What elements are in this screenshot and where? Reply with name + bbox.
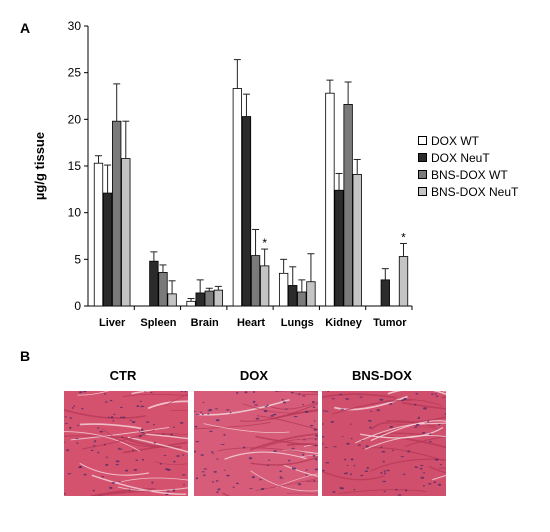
x-tick-label: Liver bbox=[99, 317, 126, 329]
significance-asterisk: * bbox=[262, 236, 267, 250]
legend-swatch bbox=[418, 187, 427, 196]
tissue-texture bbox=[322, 391, 446, 496]
tissue-texture bbox=[64, 391, 188, 496]
legend-label: BNS-DOX WT bbox=[431, 167, 508, 182]
legend-item: DOX NeuT bbox=[418, 149, 518, 166]
significance-asterisk: * bbox=[401, 230, 406, 244]
bar bbox=[102, 192, 113, 307]
bar bbox=[352, 173, 362, 307]
panel-a-label: A bbox=[20, 20, 31, 36]
bar bbox=[250, 255, 261, 307]
bar bbox=[297, 291, 307, 307]
bar bbox=[149, 260, 159, 307]
bar bbox=[93, 162, 104, 307]
bar bbox=[398, 256, 409, 307]
legend-label: DOX WT bbox=[431, 133, 479, 148]
x-tick-label: Tumor bbox=[373, 317, 407, 329]
legend-swatch bbox=[418, 136, 427, 145]
x-tick-label: Spleen bbox=[140, 317, 176, 329]
legend-swatch bbox=[418, 153, 427, 162]
bar-chart: 0 5 10 15 20 25 30 µg/g tissue Liver Spleen Brain H… bbox=[32, 19, 413, 329]
tissue-texture bbox=[194, 391, 318, 496]
y-tick-label: 0 bbox=[74, 299, 81, 313]
bar bbox=[241, 116, 252, 307]
bar bbox=[343, 104, 353, 307]
legend-item: BNS-DOX NeuT bbox=[418, 183, 518, 200]
bar bbox=[325, 92, 335, 307]
bar bbox=[334, 189, 344, 307]
y-tick-label: 5 bbox=[74, 252, 81, 266]
x-tick-label: Brain bbox=[191, 317, 219, 329]
micrograph-dox bbox=[194, 391, 318, 496]
bar bbox=[112, 120, 122, 307]
legend-label: BNS-DOX NeuT bbox=[431, 184, 519, 199]
y-tick-label: 15 bbox=[68, 159, 82, 173]
legend-swatch bbox=[418, 170, 427, 179]
y-tick-label: 25 bbox=[68, 66, 82, 80]
micrograph-bns-dox bbox=[322, 391, 446, 496]
x-tick-label: Heart bbox=[237, 317, 265, 329]
x-tick-label: Lungs bbox=[281, 317, 314, 329]
bar bbox=[121, 158, 131, 307]
bar bbox=[259, 265, 270, 307]
bar bbox=[204, 290, 214, 307]
bar bbox=[278, 272, 289, 307]
bar bbox=[232, 88, 243, 307]
legend-label: DOX NeuT bbox=[431, 150, 490, 165]
bar bbox=[288, 285, 298, 307]
y-tick-label: 20 bbox=[68, 112, 82, 126]
bar bbox=[306, 281, 316, 307]
bar bbox=[167, 293, 177, 307]
y-tick-label: 30 bbox=[68, 19, 82, 33]
micrograph-title-ctr: CTR bbox=[109, 368, 137, 383]
micrograph-title-dox: DOX bbox=[239, 368, 269, 383]
y-tick-label: 10 bbox=[68, 206, 82, 220]
legend-item: DOX WT bbox=[418, 132, 518, 149]
bar bbox=[380, 279, 390, 307]
micrograph-title-bns-dox: BNS-DOX bbox=[352, 368, 412, 383]
chart-legend: DOX WT DOX NeuT BNS-DOX WT BNS-DOX NeuT bbox=[418, 132, 518, 200]
bar bbox=[186, 300, 196, 307]
legend-item: BNS-DOX WT bbox=[418, 166, 518, 183]
bar bbox=[195, 292, 205, 307]
x-tick-label: Kidney bbox=[325, 317, 363, 329]
panel-b-label: B bbox=[20, 348, 31, 364]
bar bbox=[213, 289, 224, 307]
micrograph-ctr bbox=[64, 391, 188, 496]
bar bbox=[158, 271, 168, 307]
y-axis-label: µg/g tissue bbox=[32, 132, 47, 200]
